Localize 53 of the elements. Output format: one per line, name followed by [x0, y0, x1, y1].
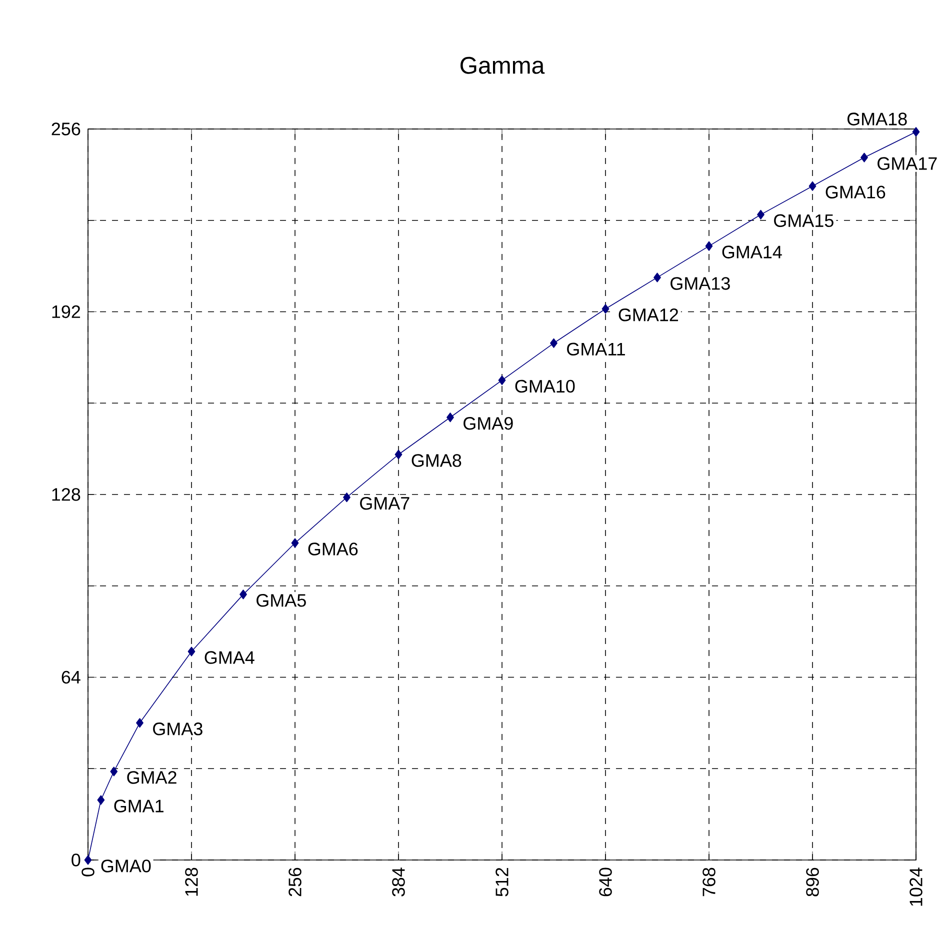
- annotation: GMA13: [670, 277, 730, 290]
- x-tick-label: 0: [82, 868, 94, 876]
- annotation: GMA6: [308, 542, 358, 556]
- point: [808, 181, 816, 191]
- annotation: GMA5: [256, 594, 306, 607]
- annotation: GMA9: [464, 417, 513, 430]
- x-tick-label: 896: [806, 868, 819, 896]
- y-tick-label: 0: [72, 854, 80, 866]
- x-tick-label: 512: [496, 868, 508, 896]
- point: [97, 795, 105, 805]
- annotation: GMA16: [826, 186, 886, 198]
- annotation: GMA8: [412, 454, 462, 467]
- x-tick-label: 384: [392, 868, 405, 896]
- annotation: GMA7: [360, 496, 410, 510]
- y-tick-label: 256: [52, 122, 80, 136]
- x-tick-label: 256: [288, 868, 302, 896]
- annotation: GMA12: [618, 308, 678, 322]
- point: [446, 412, 454, 422]
- annotation: GMA10: [515, 380, 575, 393]
- point: [860, 152, 868, 162]
- y-tick-label: 192: [52, 305, 80, 318]
- point: [498, 375, 506, 386]
- y-tick-label: 64: [62, 670, 80, 684]
- y-tick-label: 128: [52, 488, 80, 501]
- point: [343, 492, 350, 502]
- point: [912, 127, 920, 137]
- point: [240, 590, 247, 600]
- point: [550, 338, 558, 348]
- annotation: GMA2: [127, 771, 176, 784]
- annotation: GMA14: [722, 246, 782, 258]
- point: [705, 241, 713, 251]
- x-tick-label: 768: [702, 868, 716, 896]
- point: [602, 304, 610, 314]
- annotation: GMA0: [101, 860, 151, 872]
- point: [136, 718, 144, 728]
- x-tick-label: 640: [599, 868, 612, 896]
- point: [757, 210, 764, 220]
- point: [291, 538, 299, 548]
- annotation: GMA15: [774, 214, 834, 228]
- annotation: GMA4: [204, 651, 254, 664]
- point: [394, 450, 402, 460]
- annotation: GMA18: [847, 112, 907, 126]
- annotation: GMA1: [114, 800, 164, 812]
- x-tick-label: 1024: [910, 868, 922, 906]
- point: [110, 766, 118, 776]
- point: [188, 646, 196, 656]
- annotation: GMA3: [153, 722, 202, 736]
- point: [84, 855, 92, 865]
- x-tick-label: 128: [185, 868, 198, 896]
- chart-title: Gamma: [460, 56, 545, 74]
- annotation: GMA17: [878, 157, 937, 170]
- annotation: GMA11: [567, 342, 625, 356]
- point: [654, 272, 661, 282]
